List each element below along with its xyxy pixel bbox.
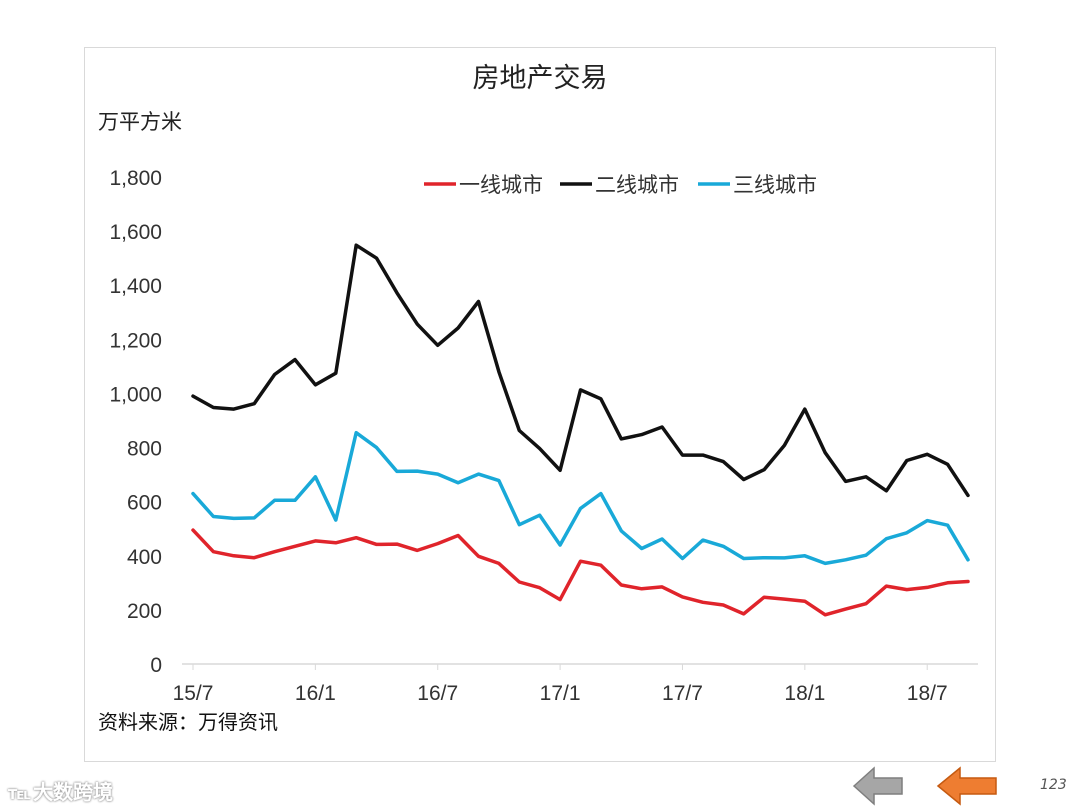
y-tick-label: 1,600 [109,221,162,244]
watermark-logo-icon: ℡ [8,783,32,804]
y-tick-label: 1,000 [109,383,162,406]
x-axis: 15/7 16/1 16/7 17/1 17/7 18/1 18/7 [173,663,978,705]
y-axis-unit-label: 万平方米 [98,110,182,134]
x-tick-label: 17/7 [662,682,703,705]
y-tick-label: 200 [127,600,162,623]
previous-slide-arrow-icon[interactable] [852,766,904,806]
x-tick-label: 16/7 [417,682,458,705]
watermark: ℡ 大数跨境 [8,776,113,805]
series-line-3 [191,430,970,566]
x-tick-label: 16/1 [295,682,336,705]
y-tick-label: 800 [127,438,162,461]
legend: 一线城市 二线城市 三线城市 [424,173,817,197]
x-tick-label: 15/7 [173,682,214,705]
watermark-text: 大数跨境 [33,780,114,804]
y-tick-label: 1,800 [109,167,162,190]
series-lines [191,243,970,617]
y-tick-labels: 0 200 400 600 800 1,000 1,200 1,400 1,600 1,800 [109,167,162,677]
chart-title: 房地产交易 [472,63,608,94]
source-note: 资料来源：万得资讯 [98,710,278,734]
y-tick-label: 400 [127,546,162,569]
x-tick-label: 18/1 [784,682,825,705]
page-number: 123 [1040,777,1067,793]
chart-frame [84,47,996,762]
legend-label: 二线城市 [595,173,679,197]
y-tick-label: 1,400 [109,275,162,298]
x-tick-label: 18/7 [907,682,948,705]
y-tick-label: 600 [127,492,162,515]
legend-label: 三线城市 [733,173,817,197]
x-tick-label: 17/1 [540,682,581,705]
series-line-2 [191,243,970,498]
legend-label: 一线城市 [459,173,543,197]
series-line-1 [191,528,970,617]
next-slide-arrow-icon[interactable] [936,766,998,806]
y-tick-label: 0 [150,654,162,677]
y-tick-label: 1,200 [109,329,162,352]
